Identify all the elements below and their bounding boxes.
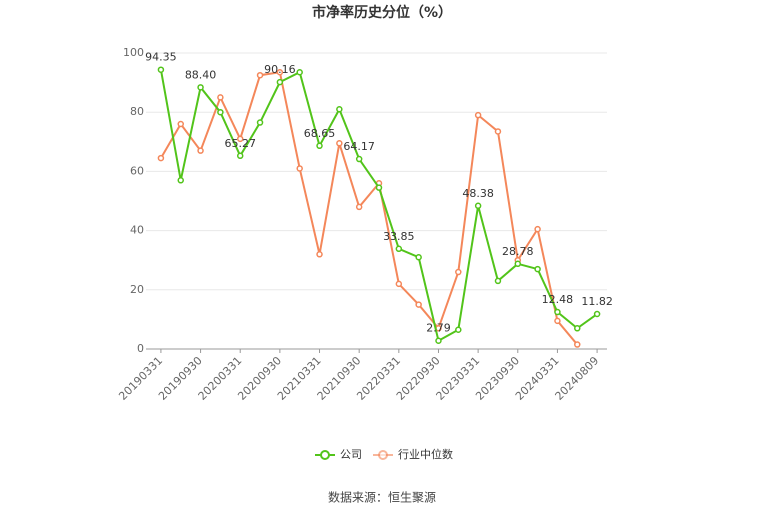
point: [395, 280, 403, 288]
point: [256, 119, 264, 126]
point: [236, 135, 244, 143]
point: [455, 268, 462, 276]
y-tick-label: 0: [137, 342, 144, 355]
legend-label: 公司: [340, 448, 362, 461]
point: [534, 225, 541, 233]
y-tick-label: 20: [130, 283, 144, 296]
point: [375, 184, 383, 191]
point: [157, 66, 165, 73]
point: [217, 94, 224, 101]
series-line: [160, 71, 579, 346]
point: [435, 337, 442, 344]
point: [316, 142, 323, 150]
data-label: 68.65: [304, 127, 336, 140]
point: [415, 301, 422, 308]
point: [336, 140, 343, 147]
point: [217, 108, 224, 116]
point: [574, 325, 581, 332]
data-label: 28.78: [502, 245, 534, 258]
point: [197, 84, 204, 91]
data-label: 2.79: [426, 322, 451, 335]
point: [395, 245, 403, 253]
point: [474, 111, 482, 119]
point: [534, 265, 541, 273]
point: [455, 326, 462, 334]
x-tick-label: 20240809: [553, 354, 602, 403]
y-tick-label: 40: [130, 224, 144, 237]
point: [256, 71, 264, 79]
data-label: 48.38: [462, 187, 494, 200]
point: [474, 202, 482, 210]
legend-marker: [320, 450, 330, 460]
point: [574, 341, 581, 348]
legend-marker: [378, 450, 388, 460]
data-label: 11.82: [581, 295, 613, 308]
point: [157, 154, 165, 162]
y-tick-label: 100: [123, 46, 144, 59]
point: [316, 251, 323, 258]
point: [494, 128, 502, 135]
point: [415, 253, 422, 261]
chart-title: 市净率历史分位（%）: [312, 4, 452, 21]
point: [554, 317, 561, 325]
point: [197, 147, 204, 154]
point: [355, 203, 363, 211]
point: [593, 310, 601, 318]
data-label: 88.40: [185, 68, 217, 81]
point: [236, 152, 244, 160]
point: [336, 105, 343, 113]
point: [514, 260, 522, 268]
data-label: 90.16: [264, 63, 296, 76]
point: [296, 68, 303, 76]
source: 数据来源：恒生聚源: [328, 490, 436, 505]
point: [494, 277, 502, 285]
point: [355, 155, 363, 163]
point: [276, 68, 284, 76]
data-label: 33.85: [383, 230, 415, 243]
data-label: 64.17: [343, 140, 375, 153]
point: [296, 165, 303, 172]
y-tick-label: 80: [130, 105, 144, 118]
data-label: 12.48: [542, 293, 574, 306]
point: [276, 78, 284, 86]
point: [177, 120, 184, 128]
legend-label: 行业中位数: [398, 447, 453, 461]
point: [177, 177, 184, 184]
point: [554, 308, 561, 316]
y-tick-label: 60: [130, 164, 144, 177]
data-label: 65.27: [224, 137, 256, 150]
data-label: 94.35: [145, 51, 177, 64]
